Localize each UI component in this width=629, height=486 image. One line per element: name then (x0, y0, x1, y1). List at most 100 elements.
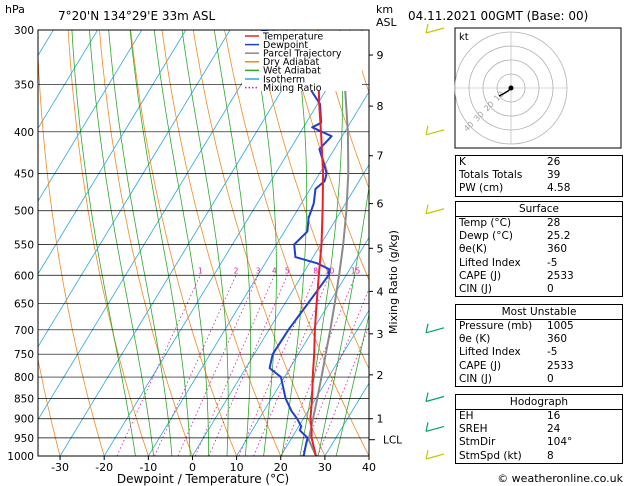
mu-value: 360 (547, 333, 568, 346)
surface-row: CIN (J) 0 (456, 283, 622, 296)
km-tick-label: 1 (377, 413, 384, 426)
mixing-ratio-line (154, 275, 237, 456)
lcl-label: LCL (383, 435, 402, 447)
surface-row: Temp (°C) 28 (456, 217, 622, 230)
mixing-ratio-axis-label: Mixing Ratio (g/kg) (387, 230, 400, 334)
legend-box (242, 31, 362, 91)
wet-adiabat-line (89, 30, 155, 456)
x-tick-label: -20 (95, 461, 113, 474)
temperature-profile (309, 84, 325, 456)
wet-adiabat-line (281, 30, 308, 456)
pressure-tick-label: 400 (14, 127, 34, 139)
wet-adiabat-line (335, 312, 369, 456)
surface-row: CAPE (J) 2533 (456, 270, 622, 283)
wet-adiabat-line (213, 30, 251, 456)
km-tick-label: 7 (377, 150, 384, 163)
copyright-label: © weatheronline.co.uk (497, 472, 623, 485)
mixing-ratio-line (177, 275, 259, 456)
index-label: K (459, 156, 466, 168)
km-tick-label: 5 (377, 242, 384, 255)
most-unstable-table: Most Unstable Pressure (mb) 1005 θe (K) 36… (455, 304, 623, 387)
km-tick-label: 9 (377, 49, 384, 62)
mu-value: -5 (547, 346, 558, 359)
mu-row: CIN (J) 0 (456, 373, 622, 386)
mu-row: θe (K) 360 (456, 333, 622, 346)
km-tick-label: 3 (377, 328, 384, 341)
surface-value: 0 (547, 282, 554, 295)
wind-barb-flag (425, 323, 429, 333)
mixing-ratio-label: 20 (370, 266, 380, 275)
km-label: km (376, 3, 393, 16)
plot-frame (37, 29, 370, 457)
index-row: PW (cm) 4.58 (456, 182, 622, 195)
surface-row: Dewp (°C) 25.2 (456, 230, 622, 243)
pressure-tick-label: 550 (14, 239, 34, 251)
wind-barb (425, 425, 445, 432)
parcel-trajectory-profile (307, 84, 350, 456)
hodo-row: StmDir 104° (456, 436, 622, 449)
x-tick-label: 30 (318, 461, 332, 474)
wind-barb-flag (425, 204, 429, 214)
mixing-ratio-label: 8 (313, 266, 318, 275)
surface-value: 360 (547, 243, 568, 256)
surface-label: θe(K) (459, 243, 487, 256)
x-tick-label: -30 (51, 461, 69, 474)
x-tick-label: 0 (189, 461, 196, 474)
wind-barb (425, 208, 445, 215)
surface-label: CIN (J) (459, 282, 492, 295)
pressure-tick-label: 650 (14, 299, 34, 311)
pressure-tick-label: 450 (14, 168, 34, 180)
surface-value: -5 (547, 256, 558, 269)
legend-label: Wet Adiabat (263, 66, 321, 77)
mixing-ratio-line (280, 275, 356, 456)
dry-adiabat-line (255, 30, 369, 370)
dry-adiabat-line (317, 30, 369, 190)
km-tick-label: 8 (377, 100, 384, 113)
legend-label: Temperature (262, 31, 323, 42)
hodograph-params-table: Hodograph EH 16 SREH 24 StmDir 104° StmSpd … (455, 394, 623, 464)
wet-adiabat-line (129, 30, 191, 456)
dry-adiabat-line (67, 30, 149, 456)
mixing-ratio-label: 4 (272, 266, 277, 275)
mu-label: CAPE (J) (459, 359, 502, 372)
location-title: 7°20'N 134°29'E 33m ASL (58, 9, 215, 23)
legend-label: Isotherm (263, 74, 305, 85)
mu-label: Pressure (mb) (459, 320, 533, 332)
dry-adiabat-line (161, 30, 282, 456)
surface-title: Surface (456, 202, 622, 217)
hodo-row: SREH 24 (456, 423, 622, 436)
isotherm-line (192, 163, 369, 456)
hodo-label: SREH (459, 423, 488, 436)
wind-barb (425, 453, 445, 460)
hodo-label: EH (459, 410, 474, 422)
wind-barb-flag (425, 422, 429, 432)
isotherm-line (38, 30, 187, 275)
isotherm-line (324, 382, 369, 456)
mixing-ratio-line (317, 325, 369, 456)
isotherm-line (38, 30, 143, 202)
wet-adiabat-line (317, 184, 369, 456)
wet-adiabat-line (71, 30, 136, 456)
hodo-label: StmDir (459, 436, 496, 449)
pressure-tick-label: 950 (14, 433, 34, 445)
km-tick-label: 2 (377, 369, 384, 382)
mu-value: 0 (547, 372, 554, 385)
x-tick-label: 40 (362, 461, 376, 474)
mixing-ratio-label: 1 (198, 266, 203, 275)
dry-adiabat-line (99, 30, 193, 456)
isotherm-line (236, 236, 369, 456)
index-label: PW (cm) (459, 182, 504, 195)
isotherm-line (38, 30, 275, 421)
isotherm-line (38, 30, 231, 348)
asl-label: ASL (376, 16, 398, 29)
mixing-ratio-label: 15 (351, 266, 361, 275)
pressure-tick-label: 600 (14, 270, 34, 282)
mu-label: CIN (J) (459, 372, 492, 385)
hodo-value: 8 (547, 449, 554, 462)
dry-adiabat-line (38, 48, 105, 456)
surface-table: Surface Temp (°C) 28 Dewp (°C) 25.2 θe(K) 3… (455, 201, 623, 298)
pressure-tick-label: 700 (14, 325, 34, 337)
surface-row: θe(K) 360 (456, 243, 622, 256)
